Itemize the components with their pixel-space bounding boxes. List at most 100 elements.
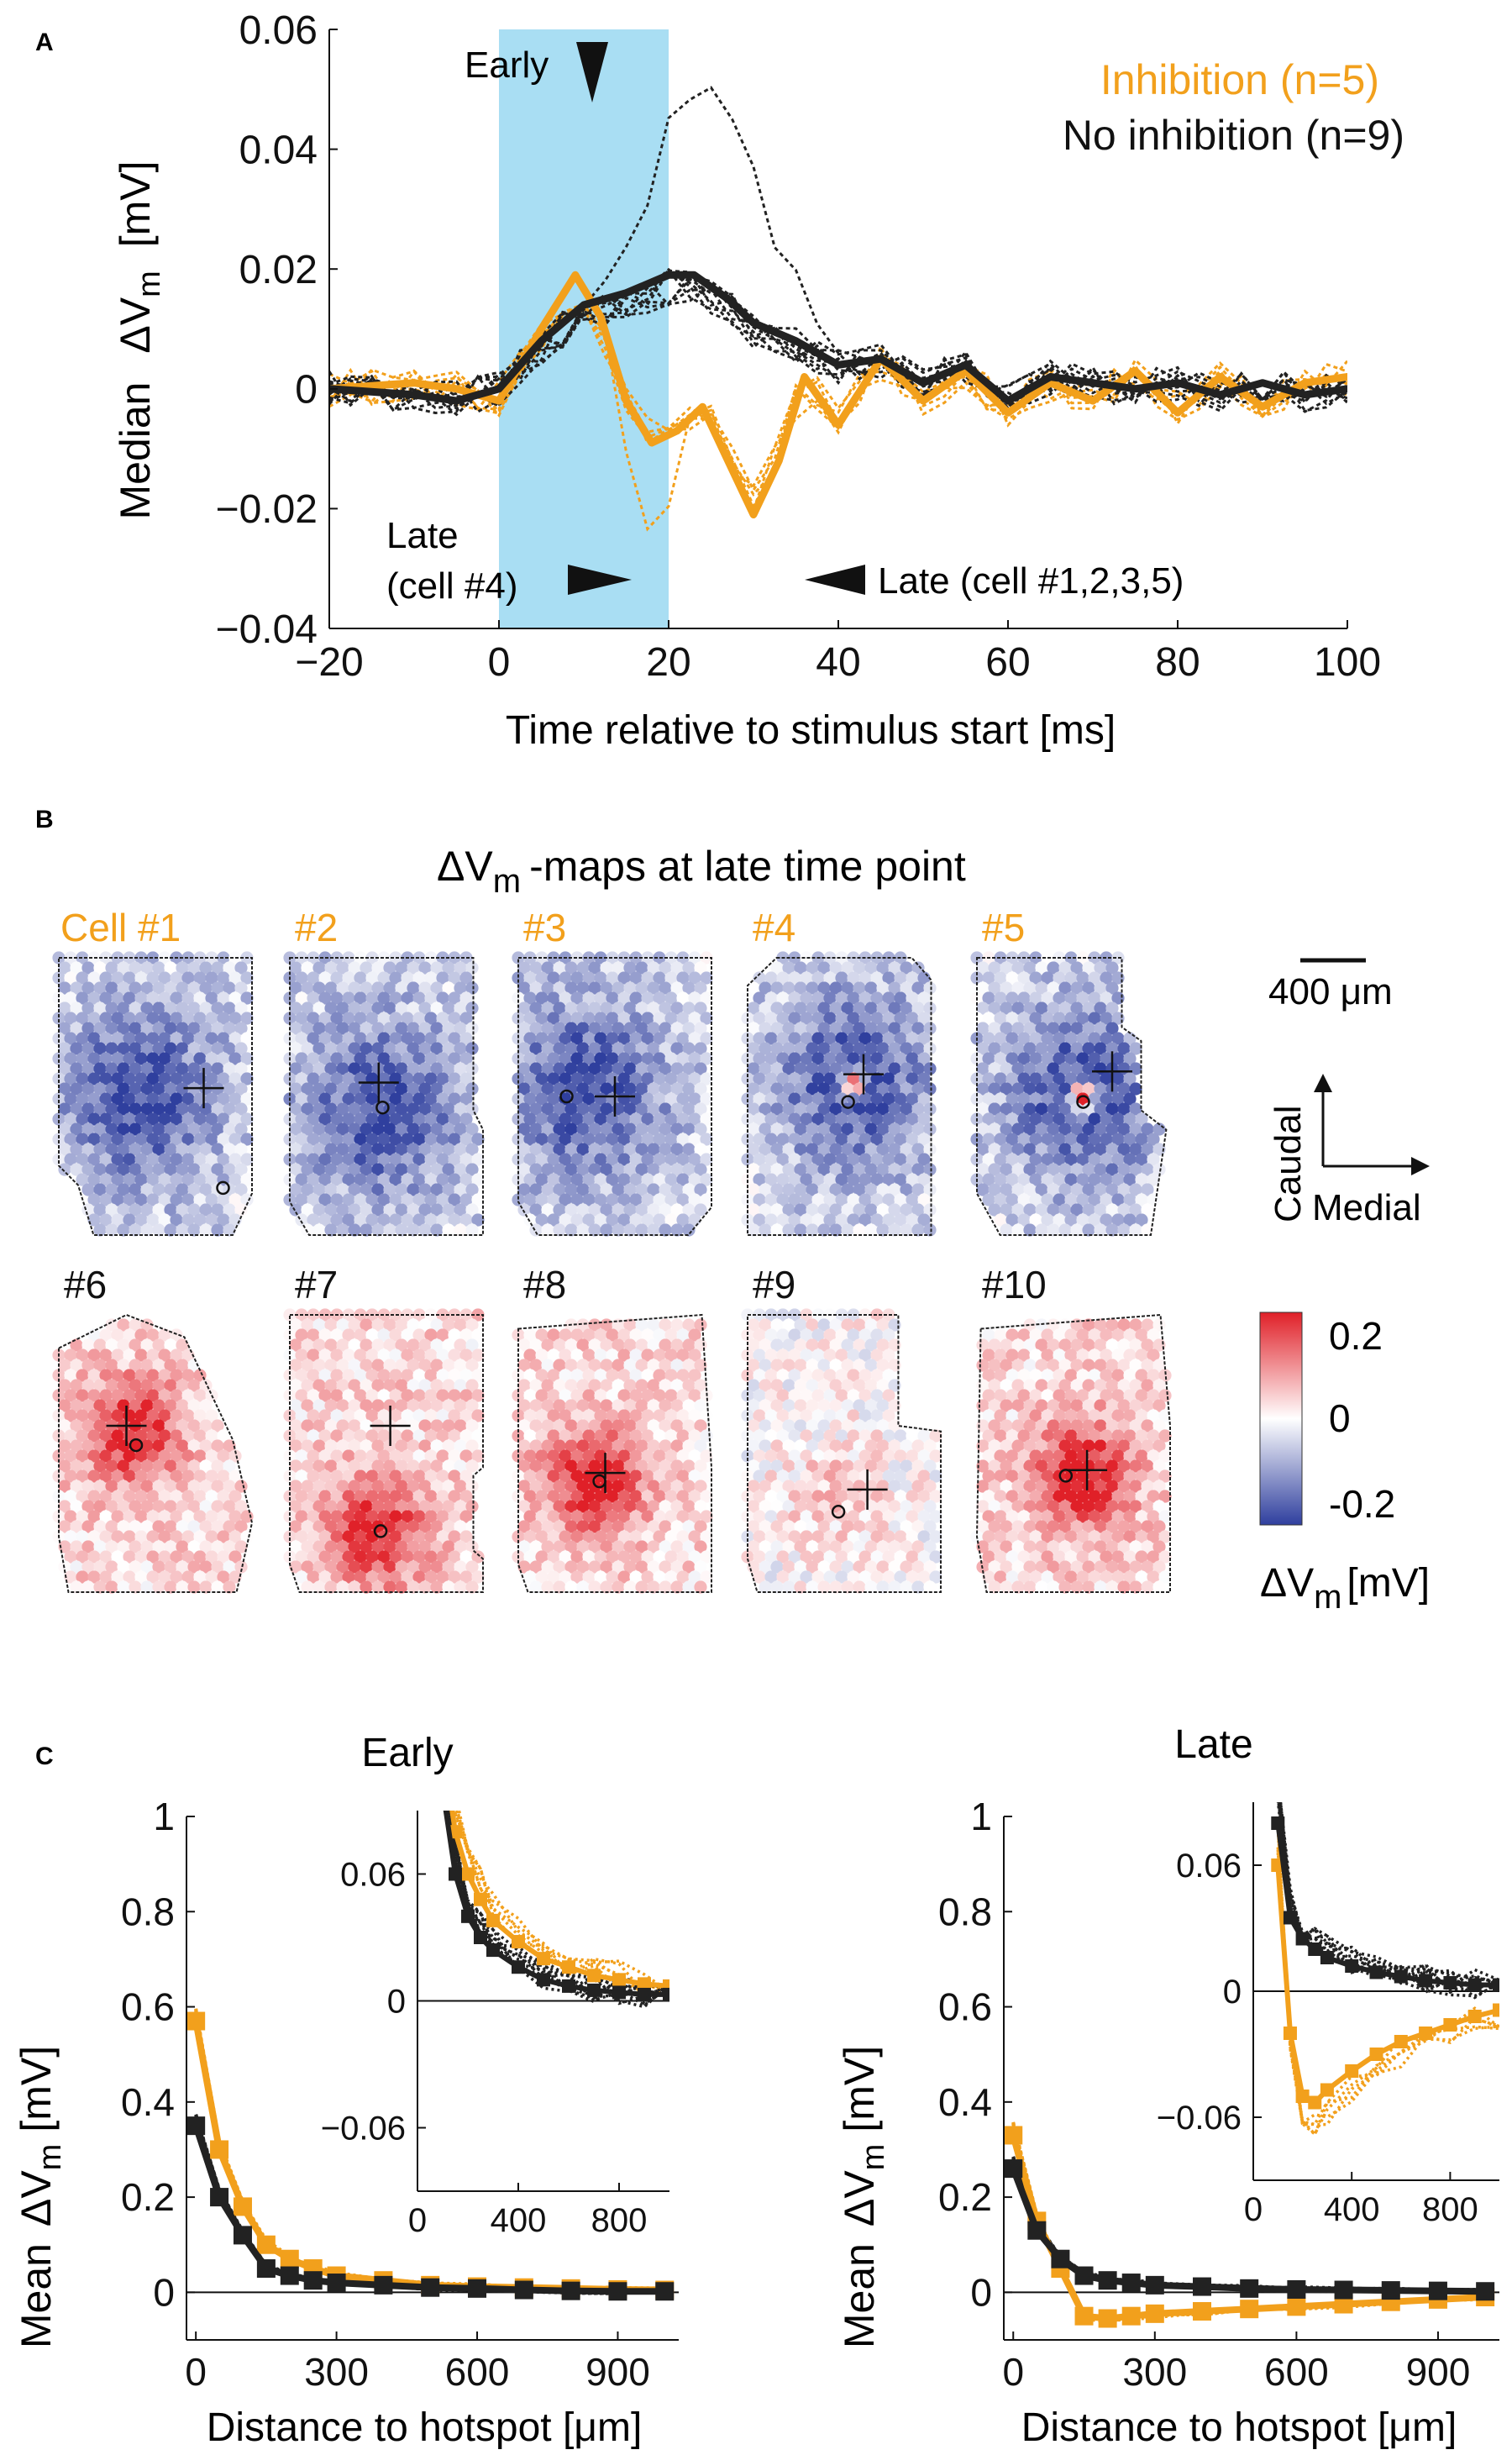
map-pixel: [123, 1449, 136, 1463]
map-pixel: [606, 1409, 619, 1422]
map-pixel: [152, 1042, 165, 1055]
map-pixel: [911, 1560, 925, 1574]
map-pixel: [129, 961, 142, 975]
map-pixel: [747, 1223, 760, 1237]
map-pixel: [670, 1399, 684, 1412]
map-pixel: [117, 1102, 130, 1116]
map-pixel: [1111, 1530, 1125, 1543]
map-pixel: [559, 1429, 572, 1443]
map-pixel: [541, 1223, 554, 1237]
map-pixel: [676, 991, 690, 1005]
map-pixel: [606, 1328, 619, 1342]
hotspot-circle: [375, 1100, 390, 1115]
map-pixel: [606, 1550, 619, 1564]
map-pixel: [541, 1520, 554, 1533]
map-pixel: [448, 1449, 461, 1463]
map-pixel: [193, 1213, 207, 1227]
map-pixel: [1041, 1449, 1054, 1463]
map-pixel: [1035, 1143, 1048, 1156]
map-pixel: [158, 1510, 171, 1523]
map-pixel: [1053, 1032, 1066, 1045]
map-pixel: [535, 1092, 549, 1106]
map-pixel: [1141, 1580, 1154, 1594]
map-pixel: [858, 1052, 872, 1065]
map-pixel: [348, 1318, 361, 1332]
map-pixel: [1082, 1338, 1095, 1352]
data-point: [436, 1783, 449, 1796]
map-pixel: [588, 1520, 601, 1533]
map-pixel: [76, 1072, 89, 1086]
map-pixel: [283, 1530, 297, 1543]
map-pixel: [988, 1459, 1001, 1473]
map-pixel: [870, 1052, 884, 1065]
map-pixel: [1111, 1133, 1125, 1146]
map-pixel: [594, 1490, 607, 1503]
map-pixel: [81, 1439, 95, 1453]
map-pixel: [617, 1153, 631, 1166]
map-pixel: [1000, 1143, 1013, 1156]
x-tick-label: 0: [1244, 2191, 1263, 2228]
map-pixel: [442, 1223, 455, 1237]
map-pixel: [205, 1133, 218, 1146]
map-pixel: [847, 1469, 860, 1483]
map-pixel: [541, 1338, 554, 1352]
legend-inhibition: Inhibition (n=5): [1100, 56, 1379, 103]
map-pixel: [894, 1012, 907, 1025]
map-pixel: [1100, 1469, 1113, 1483]
map-pixel: [847, 1213, 860, 1227]
map-pixel: [535, 1570, 549, 1584]
inset-trace: [1276, 1849, 1499, 2126]
data-point: [587, 1969, 601, 1983]
map-pixel: [424, 1389, 438, 1402]
map-pixel: [395, 1318, 408, 1332]
map-pixel: [788, 1213, 801, 1227]
map-pixel: [617, 1389, 631, 1402]
map-pixel: [664, 1490, 678, 1503]
map-pixel: [759, 1480, 772, 1493]
map-pixel: [759, 1338, 772, 1352]
map-pixel: [806, 1399, 819, 1412]
map-pixel: [753, 1490, 766, 1503]
map-pixel: [152, 1102, 165, 1116]
map-pixel: [312, 1500, 326, 1513]
map-pixel: [1100, 971, 1113, 985]
map-pixel: [111, 1032, 124, 1045]
map-pixel: [623, 1102, 637, 1116]
map-pixel: [211, 1540, 224, 1553]
map-pixel: [383, 1223, 396, 1237]
map-pixel: [436, 1429, 449, 1443]
map-pixel: [1023, 1520, 1037, 1533]
map-pixel: [688, 1469, 701, 1483]
map-pixel: [841, 1082, 854, 1096]
map-pixel: [694, 1143, 707, 1156]
map-pixel: [988, 1163, 1001, 1176]
map-pixel: [152, 1001, 165, 1015]
map-pixel: [629, 991, 643, 1005]
map-pixel: [1047, 1203, 1060, 1217]
map-pixel: [377, 1112, 391, 1126]
map-pixel: [888, 1143, 901, 1156]
map-pixel: [1041, 1193, 1054, 1206]
map-pixel: [407, 1419, 420, 1433]
map-pixel: [111, 1193, 124, 1206]
map-pixel: [289, 1540, 302, 1553]
map-pixel: [806, 1520, 819, 1533]
map-pixel: [517, 1379, 531, 1392]
map-pixel: [664, 971, 678, 985]
map-pixel: [906, 1012, 919, 1025]
map-pixel: [612, 1379, 625, 1392]
map-pixel: [629, 1469, 643, 1483]
map-pixel: [1105, 1419, 1119, 1433]
map-pixel: [454, 1560, 467, 1574]
map-pixel: [164, 1183, 177, 1196]
map-pixel: [1123, 1092, 1137, 1106]
map-pixel: [600, 1540, 613, 1553]
map-pixel: [841, 1122, 854, 1136]
map-pixel: [829, 1580, 843, 1594]
map-pixel: [776, 991, 790, 1005]
map-pixel: [199, 1163, 213, 1176]
map-pixel: [1017, 1449, 1031, 1463]
map-pixel: [700, 1173, 713, 1186]
map-pixel: [389, 1429, 402, 1443]
map-pixel: [535, 1328, 549, 1342]
